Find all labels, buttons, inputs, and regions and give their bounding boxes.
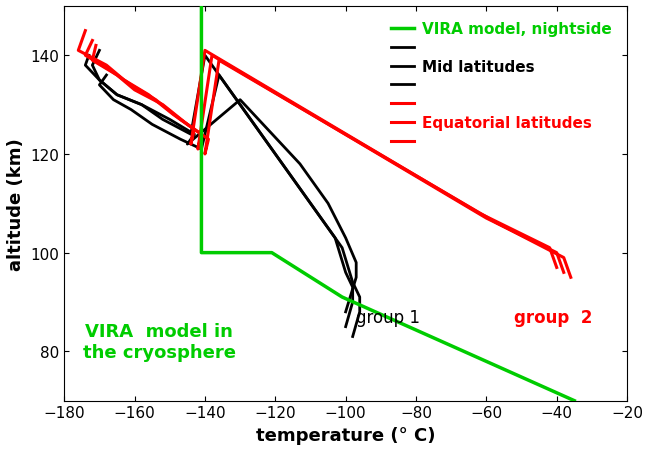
- Legend: VIRA model, nightside, , Mid latitudes, , , Equatorial latitudes, : VIRA model, nightside, , Mid latitudes, …: [384, 14, 619, 157]
- Text: VIRA  model in
the cryosphere: VIRA model in the cryosphere: [83, 322, 236, 361]
- Y-axis label: altitude (km): altitude (km): [7, 138, 25, 270]
- Text: group 1: group 1: [356, 308, 420, 326]
- Text: group  2: group 2: [515, 308, 593, 326]
- X-axis label: temperature (° C): temperature (° C): [256, 426, 436, 444]
